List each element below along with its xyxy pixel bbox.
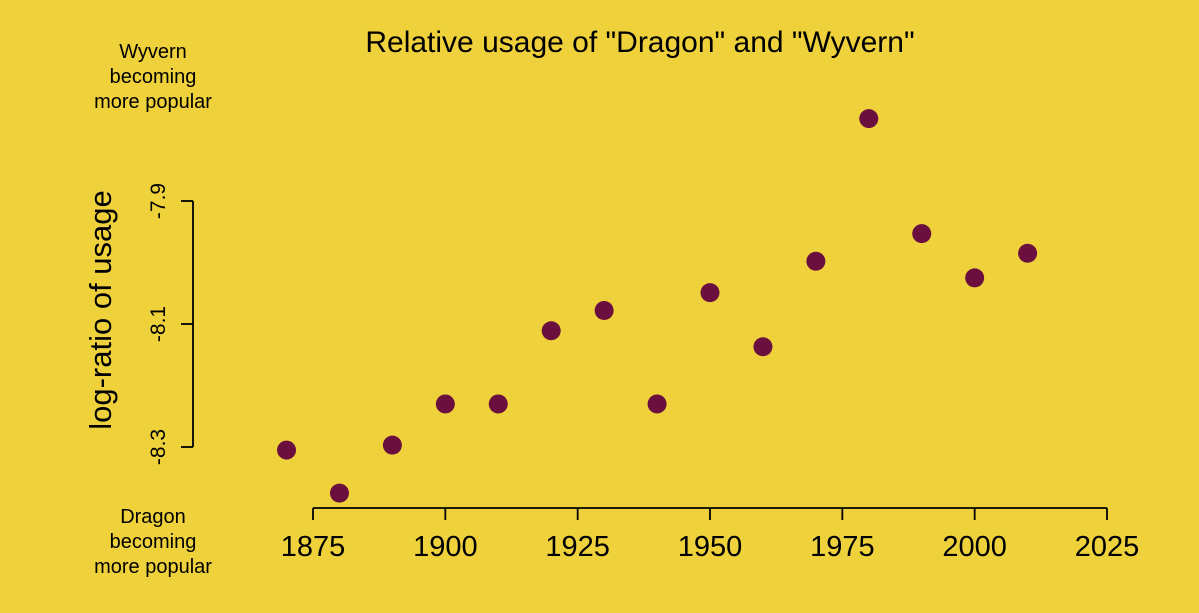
y-axis-label: log-ratio of usage [83, 190, 118, 430]
x-tick-label: 1875 [281, 531, 346, 563]
data-point [488, 394, 508, 414]
data-point [594, 300, 614, 320]
x-tick-label: 1950 [678, 531, 743, 563]
y-tick-label: -8.1 [147, 306, 170, 342]
x-tick-label: 1900 [413, 531, 478, 563]
annotation-top-line-3: more popular [94, 91, 212, 113]
chart-title: Relative usage of "Dragon" and "Wyvern" [365, 26, 914, 59]
annotation-bottom-line-1: Dragon [120, 506, 186, 528]
x-tick-label: 1925 [545, 531, 610, 563]
y-tick-label: -7.9 [147, 183, 170, 219]
x-tick-label: 1975 [810, 531, 875, 563]
annotation-bottom-line-2: becoming [110, 531, 197, 553]
y-axis-ticks: -8.3 -8.1 -7.9 [147, 183, 193, 465]
data-point [277, 440, 297, 460]
x-tick-label: 2000 [942, 531, 1007, 563]
data-point [329, 483, 349, 503]
data-points [277, 109, 1038, 503]
annotation-bottom-line-3: more popular [94, 556, 212, 578]
data-point [859, 109, 879, 129]
data-point [753, 337, 773, 357]
x-axis-ticks: 1875 1900 1925 1950 1975 2000 2025 [281, 508, 1140, 563]
data-point [435, 394, 455, 414]
data-point [700, 283, 720, 303]
annotation-wyvern-popular: Wyvern becoming more popular [94, 41, 212, 113]
data-point [647, 394, 667, 414]
data-point [806, 251, 826, 271]
data-point [965, 268, 985, 288]
y-tick-label: -8.3 [147, 429, 170, 465]
x-tick-label: 2025 [1075, 531, 1140, 563]
data-point [912, 224, 932, 244]
annotation-dragon-popular: Dragon becoming more popular [94, 506, 212, 578]
data-point [382, 435, 402, 455]
data-point [541, 321, 561, 341]
data-point [1018, 243, 1038, 263]
annotation-top-line-2: becoming [110, 66, 197, 88]
annotation-top-line-1: Wyvern [119, 41, 187, 63]
